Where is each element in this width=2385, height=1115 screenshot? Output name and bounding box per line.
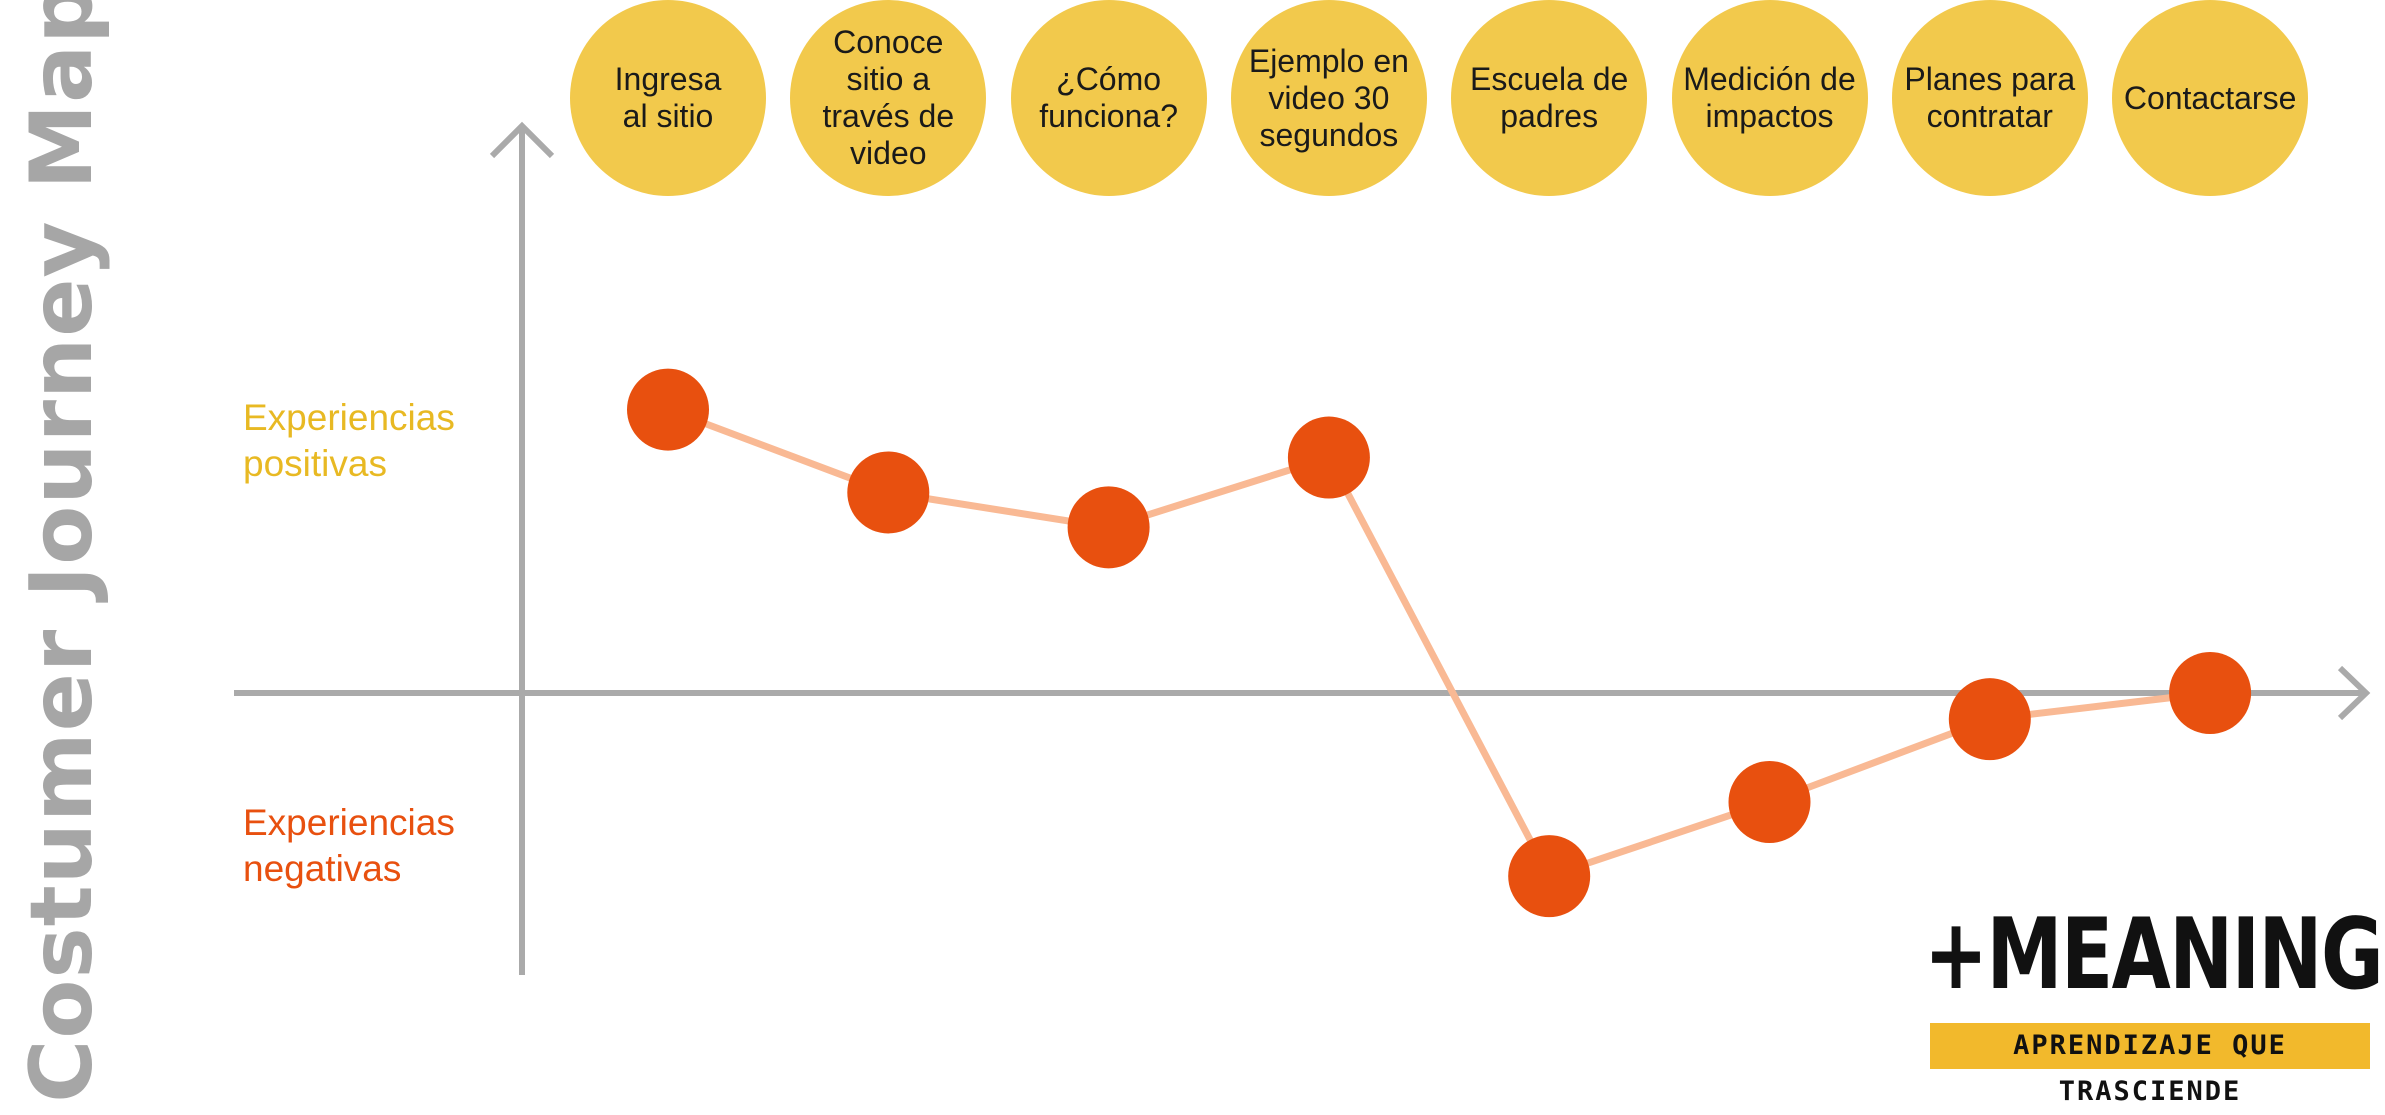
stage-circle: Conoce sitio a través de video <box>790 0 987 196</box>
x-axis-arrowhead <box>2337 665 2371 721</box>
stage-circle: Medición de impactos <box>1671 0 1868 196</box>
stage-label: Conoce sitio a través de video <box>822 24 955 171</box>
stage-label: Medición de impactos <box>1683 61 1856 134</box>
stage-label: Planes para contratar <box>1904 61 2076 134</box>
journey-point <box>1508 835 1591 918</box>
stage-label: Ejemplo en video 30 segundos <box>1248 42 1409 153</box>
stage-label: Contactarse <box>2123 79 2297 116</box>
journey-chart <box>234 121 2371 975</box>
legend-negative-label: Experiencias negativas <box>243 802 455 889</box>
logo-tagline: APRENDIZAJE QUE TRASCIENDE <box>1930 1023 2370 1107</box>
journey-point <box>847 451 930 534</box>
journey-point <box>2169 652 2252 734</box>
brand-logo: +MEANING APRENDIZAJE QUE TRASCIENDE <box>1924 895 2384 1107</box>
stage-label: Escuela de padres <box>1470 61 1629 134</box>
stage-label: Ingresa al sitio <box>614 61 722 134</box>
chart-axes <box>234 121 2371 975</box>
stage-circle: Ingresa al sitio <box>570 0 766 196</box>
stage-circle: Planes para contratar <box>1891 0 2088 196</box>
stage-circle: Contactarse <box>2112 0 2309 196</box>
journey-point <box>1067 486 1150 569</box>
stage-circle: Escuela de padres <box>1451 0 1648 196</box>
journey-point <box>1948 678 2031 761</box>
journey-series <box>627 368 2252 918</box>
journey-point <box>627 368 709 451</box>
stage-circle: Ejemplo en video 30 segundos <box>1230 0 1427 196</box>
y-axis-arrowhead <box>489 121 555 159</box>
journey-point <box>1287 416 1370 499</box>
journey-point <box>1728 761 1811 843</box>
stage-label: ¿Cómo funciona? <box>1039 61 1178 134</box>
legend-positive-label: Experiencias positivas <box>243 397 455 484</box>
stage-circle: ¿Cómo funciona? <box>1010 0 1207 196</box>
logo-wordmark: +MEANING <box>1924 898 2384 1012</box>
